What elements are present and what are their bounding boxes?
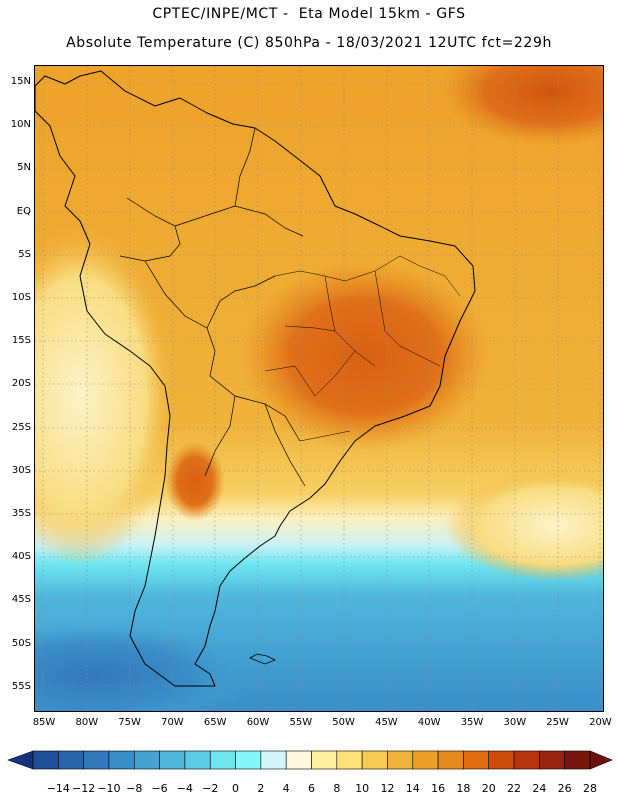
colorbar-label: −10 (97, 782, 121, 795)
colorbar-label: 10 (355, 782, 370, 795)
latitude-label: 35S (11, 508, 31, 519)
cool-band-pacific (35, 226, 175, 566)
colorbar-label: 26 (557, 782, 572, 795)
longitude-label: 25W (546, 717, 569, 728)
colorbar-label: 2 (257, 782, 265, 795)
map-canvas (35, 66, 603, 711)
colorbar-swatch (513, 750, 540, 770)
colorbar-label: 24 (532, 782, 547, 795)
colorbar-swatch (387, 750, 414, 770)
latitude-label: 55S (11, 680, 31, 692)
colorbar-swatch (83, 750, 110, 770)
colorbar-label: −14 (46, 782, 70, 795)
longitude-label: 45W (375, 717, 398, 728)
latitude-label: 15S (11, 335, 31, 347)
colorbar-swatch (159, 750, 186, 770)
chart-subtitle: Absolute Temperature (C) 850hPa - 18/03/… (66, 35, 552, 51)
longitude-label: 50W (332, 717, 355, 728)
colorbar-label: 4 (282, 782, 290, 795)
colorbar-swatch (361, 750, 388, 770)
colorbar-label: 0 (232, 782, 240, 795)
colorbar-swatch (108, 750, 135, 770)
colorbar-swatch (564, 750, 591, 770)
longitude-label: 40W (417, 717, 441, 728)
colorbar-swatch (463, 750, 490, 770)
colorbar-swatch (412, 750, 439, 770)
latitude-label: 25S (11, 421, 31, 433)
colorbar-label: 8 (333, 782, 341, 795)
colorbar-label: 12 (380, 782, 395, 795)
latitude-label: 10N (10, 119, 31, 131)
warm-core-andes (165, 441, 225, 521)
colorbar-swatch (235, 750, 262, 770)
colorbar-label: −8 (126, 782, 143, 795)
colorbar-label: −12 (72, 782, 96, 795)
colorbar-label: 20 (481, 782, 496, 795)
latitude-label: 5N (17, 162, 31, 174)
colorbar-swatch (133, 750, 160, 770)
warm-core-brazil (240, 261, 490, 451)
cool-band-atlantic (445, 471, 603, 581)
longitude-label: 20W (589, 717, 612, 728)
colorbar (7, 750, 613, 770)
colorbar-swatch (260, 750, 287, 770)
colorbar-label: 28 (583, 782, 597, 795)
latitude-label: 40S (11, 551, 31, 563)
colorbar-label: 14 (405, 782, 420, 795)
country-borders (119, 127, 306, 487)
colorbar-label: 22 (507, 782, 522, 795)
longitude-label: 35W (460, 717, 484, 728)
colorbar-min-arrow (7, 750, 34, 770)
longitude-label: 75W (118, 717, 141, 728)
longitude-label: 30W (503, 717, 527, 728)
colorbar-label: −6 (151, 782, 168, 795)
latitude-label: 15N (10, 76, 31, 87)
colorbar-swatch (209, 750, 236, 770)
longitude-label: 85W (32, 717, 56, 728)
latitude-label: 20S (11, 378, 31, 390)
latitude-label: 5S (18, 248, 31, 260)
longitude-label: 65W (203, 717, 227, 728)
graticule (35, 66, 603, 711)
colorbar-label: 18 (456, 782, 471, 795)
colorbar-label: −4 (176, 782, 194, 795)
colorbar-swatch (336, 750, 363, 770)
coastline (35, 70, 476, 687)
cold-core-southwest (35, 621, 255, 711)
longitude-label: 60W (246, 717, 270, 728)
falkland-islands (249, 653, 276, 665)
colorbar-swatch (58, 750, 84, 770)
latitude-label: EQ (16, 205, 31, 217)
colorbar-swatch (32, 750, 59, 770)
latitude-label: 50S (11, 637, 31, 649)
colorbar-swatch (184, 750, 211, 770)
chart-title: CPTEC/INPE/MCT - Eta Model 15km - GFS (152, 6, 466, 22)
colorbar-swatch (437, 750, 464, 770)
colorbar-label: 6 (308, 782, 315, 795)
longitude-label: 70W (161, 717, 184, 728)
colorbar-swatch (539, 750, 565, 770)
state-borders (264, 255, 461, 442)
longitude-label: 55W (289, 717, 313, 728)
latitude-label: 10S (11, 292, 31, 303)
colorbar-swatch (311, 750, 338, 770)
temperature-map (34, 65, 604, 712)
latitude-label: 45S (11, 594, 31, 606)
colorbar-max-arrow (589, 750, 613, 770)
longitude-label: 80W (75, 717, 99, 728)
colorbar-label: −2 (202, 782, 219, 795)
latitude-label: 30S (11, 464, 31, 476)
colorbar-swatch (488, 750, 515, 770)
colorbar-label: 16 (431, 782, 446, 795)
colorbar-swatch (285, 750, 312, 770)
